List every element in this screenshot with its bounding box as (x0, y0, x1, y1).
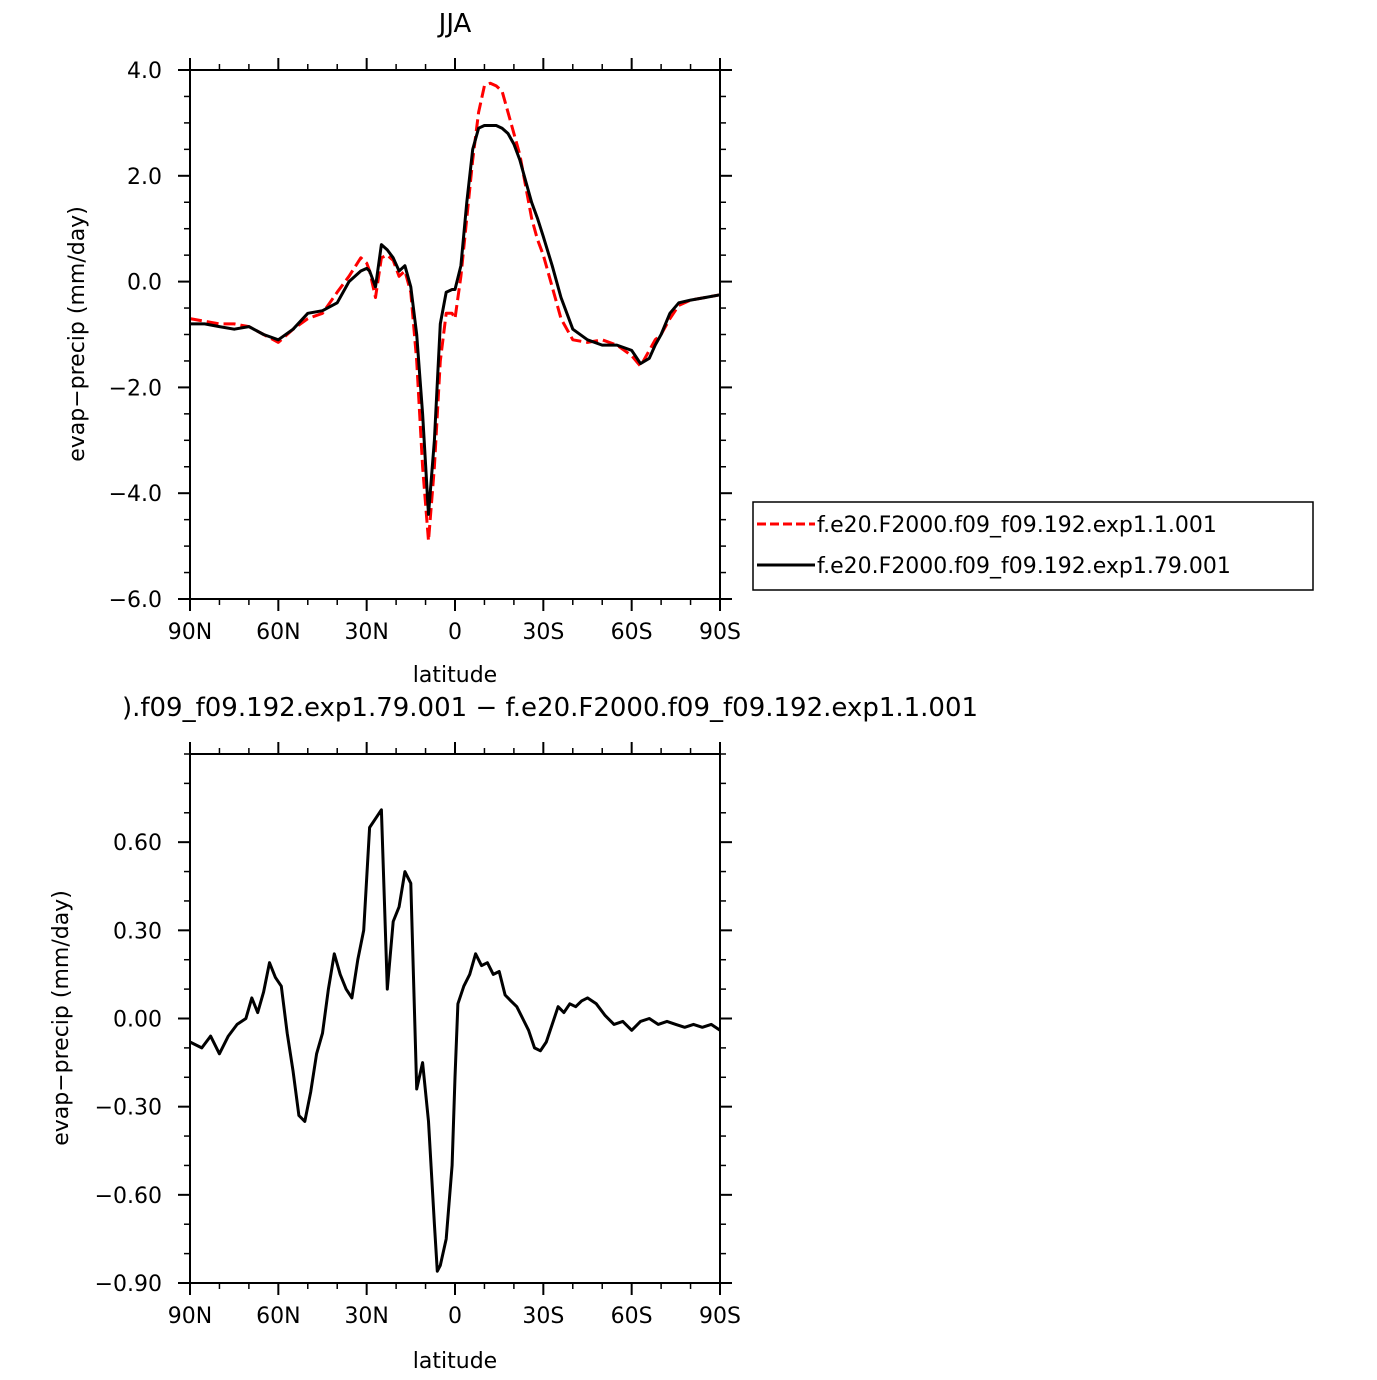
y-axis-label: evap−precip (mm/day) (65, 206, 90, 462)
x-tick-label: 90N (168, 620, 212, 645)
x-tick-label: 90S (699, 620, 741, 645)
legend-box (752, 501, 1314, 591)
y-tick-label: 0.60 (113, 831, 162, 856)
x-tick-label: 0 (448, 1304, 462, 1329)
y-tick-label: 4.0 (127, 59, 162, 84)
y-tick-label: 0.30 (113, 919, 162, 944)
series-lines (189, 808, 721, 1273)
y-tick-label: 0.0 (127, 271, 162, 296)
y-tick-label: −4.0 (109, 482, 162, 507)
y-tick-label: 0.00 (113, 1008, 162, 1033)
y-tick-label: −0.90 (95, 1272, 162, 1297)
legend-label-series-2: f.e20.F2000.f09_f09.192.exp1.79.001 (817, 554, 1231, 579)
x-tick-label: 60N (256, 1304, 300, 1329)
y-tick-label: −2.0 (109, 376, 162, 401)
legend: f.e20.F2000.f09_f09.192.exp1.1.001 f.e20… (752, 501, 1314, 591)
series-line-1 (189, 808, 721, 1273)
y-axis-label: evap−precip (mm/day) (49, 890, 74, 1146)
panel-top-evap-precip: JJA 90N 60N 30N 0 30S 60S 90S 4.0 2.0 0.0 −2.0 −4.0… (65, 9, 1314, 688)
x-tick-label: 30N (344, 1304, 388, 1329)
x-tick-label: 60N (256, 620, 300, 645)
x-tick-label: 30N (344, 620, 388, 645)
x-tick-label: 90S (699, 1304, 741, 1329)
x-tick-label: 0 (448, 620, 462, 645)
panel-bottom-difference: ).f09_f09.192.exp1.79.001 − f.e20.F2000.… (49, 693, 978, 1374)
x-tick-label: 60S (611, 1304, 653, 1329)
plot-frame (189, 69, 721, 600)
series-line-1 (189, 81, 721, 543)
x-tick-label: 30S (522, 620, 564, 645)
chart-title: JJA (437, 9, 472, 39)
x-tick-label: 60S (611, 620, 653, 645)
series-line-2 (190, 124, 721, 516)
axis-tick-labels: 90N 60N 30N 0 30S 60S 90S 4.0 2.0 0.0 −2.0 −4.0 −6.0 (109, 59, 741, 645)
plot-frame (189, 753, 721, 1284)
series-lines (189, 81, 721, 543)
x-axis-label: latitude (413, 663, 497, 688)
chart-title: ).f09_f09.192.exp1.79.001 − f.e20.F2000.… (122, 693, 978, 723)
y-tick-label: −0.60 (95, 1184, 162, 1209)
x-tick-label: 30S (522, 1304, 564, 1329)
x-tick-label: 90N (168, 1304, 212, 1329)
legend-label-series-1: f.e20.F2000.f09_f09.192.exp1.1.001 (817, 513, 1217, 538)
y-tick-label: −6.0 (109, 588, 162, 613)
x-axis-label: latitude (413, 1349, 497, 1374)
axis-tick-labels: 90N 60N 30N 0 30S 60S 90S 0.60 0.30 0.00 −0.30 −0.6… (95, 831, 741, 1329)
y-tick-label: −0.30 (95, 1096, 162, 1121)
y-tick-label: 2.0 (127, 165, 162, 190)
